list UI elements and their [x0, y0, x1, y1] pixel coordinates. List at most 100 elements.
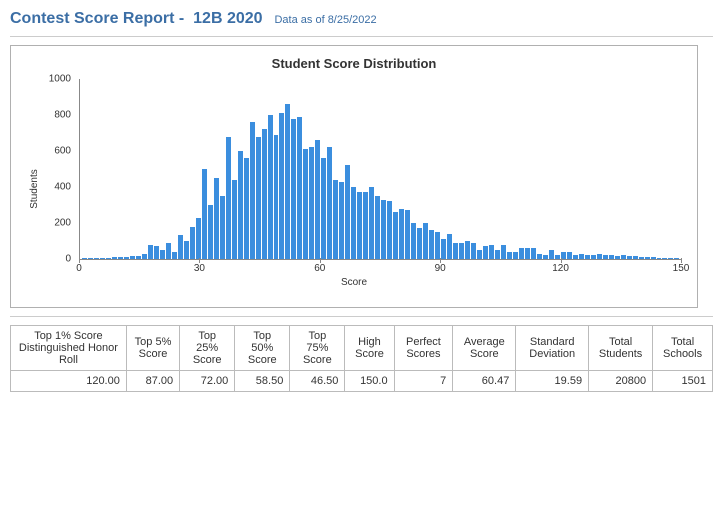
y-axis-ticks: 02004006008001000 — [35, 79, 75, 259]
plot-area — [79, 79, 681, 260]
bar — [82, 258, 87, 259]
bar — [645, 257, 650, 259]
bar — [190, 227, 195, 259]
y-tick: 200 — [35, 218, 71, 229]
bar — [519, 248, 524, 259]
bar — [309, 147, 314, 259]
bar — [244, 158, 249, 259]
y-tick: 0 — [35, 254, 71, 265]
y-tick: 1000 — [35, 74, 71, 85]
bar — [130, 256, 135, 259]
bar — [196, 218, 201, 259]
stats-column-header: Total Schools — [653, 326, 713, 371]
y-tick: 800 — [35, 110, 71, 121]
bar — [674, 258, 679, 259]
bar — [363, 192, 368, 259]
stats-cell: 150.0 — [345, 371, 394, 392]
bar — [651, 257, 656, 259]
bar — [627, 256, 632, 259]
bar — [489, 245, 494, 259]
bar — [94, 258, 99, 259]
bar — [411, 223, 416, 259]
bar — [399, 209, 404, 259]
bar — [471, 243, 476, 259]
bar — [662, 258, 667, 259]
chart-frame: Student Score Distribution Students 0200… — [10, 45, 698, 308]
bar — [106, 258, 111, 259]
bar — [609, 255, 614, 259]
bar — [268, 115, 273, 259]
bar — [369, 187, 374, 259]
bar — [118, 257, 123, 259]
bar — [262, 129, 267, 259]
stats-cell: 46.50 — [290, 371, 345, 392]
x-axis-ticks: 0306090120150 — [79, 261, 681, 277]
stats-column-header: Top 5% Score — [126, 326, 179, 371]
stats-cell: 72.00 — [180, 371, 235, 392]
bar — [459, 243, 464, 259]
y-tick: 600 — [35, 146, 71, 157]
page-title: Contest Score Report - 12B 2020 Data as … — [10, 10, 713, 28]
bar — [232, 180, 237, 259]
bar — [621, 255, 626, 259]
bar — [345, 165, 350, 259]
bar — [615, 256, 620, 259]
bar — [543, 255, 548, 259]
bar — [441, 239, 446, 259]
bar — [279, 113, 284, 259]
bar — [495, 250, 500, 259]
stats-column-header: Top 50% Score — [235, 326, 290, 371]
bar — [256, 137, 261, 259]
bar — [405, 210, 410, 259]
stats-cell: 20800 — [589, 371, 653, 392]
bar — [333, 180, 338, 259]
bar — [274, 135, 279, 259]
bar — [639, 257, 644, 259]
chart-area: Students 02004006008001000 0306090120150… — [17, 79, 691, 299]
stats-column-header: Top 75% Score — [290, 326, 345, 371]
bar — [208, 205, 213, 259]
bar — [321, 158, 326, 259]
bar — [202, 169, 207, 259]
divider — [10, 36, 713, 37]
bar — [351, 187, 356, 259]
bar — [291, 119, 296, 259]
bar — [579, 254, 584, 259]
bar — [525, 248, 530, 259]
bar — [226, 137, 231, 259]
stats-header-row: Top 1% Score Distinguished Honor RollTop… — [11, 326, 713, 371]
x-tick: 60 — [314, 263, 325, 274]
bar — [375, 196, 380, 259]
bar — [124, 257, 129, 259]
bar — [591, 255, 596, 259]
bar — [513, 252, 518, 259]
y-tick: 400 — [35, 182, 71, 193]
stats-column-header: High Score — [345, 326, 394, 371]
bar — [285, 104, 290, 259]
bar — [160, 250, 165, 259]
bar — [393, 212, 398, 259]
bar — [549, 250, 554, 259]
x-tick: 30 — [194, 263, 205, 274]
bar — [250, 122, 255, 259]
x-tick: 120 — [552, 263, 569, 274]
x-tick: 90 — [435, 263, 446, 274]
bar — [603, 255, 608, 259]
stats-cell: 19.59 — [516, 371, 589, 392]
stats-cell: 87.00 — [126, 371, 179, 392]
bar — [136, 256, 141, 259]
bar — [339, 182, 344, 259]
stats-cell: 60.47 — [453, 371, 516, 392]
chart-title: Student Score Distribution — [17, 56, 691, 71]
bar — [148, 245, 153, 259]
stats-cell: 58.50 — [235, 371, 290, 392]
data-as-of-date: 8/25/2022 — [328, 14, 377, 26]
bar — [303, 149, 308, 259]
bar — [220, 196, 225, 259]
bar — [531, 248, 536, 259]
bar — [483, 246, 488, 259]
x-tick: 150 — [673, 263, 690, 274]
bar — [567, 252, 572, 259]
bar — [184, 241, 189, 259]
bar — [88, 258, 93, 259]
